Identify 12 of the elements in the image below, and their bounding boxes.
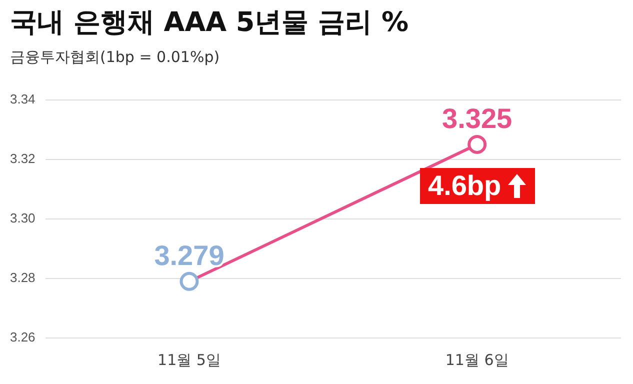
x-tick-label: 11월 6일 [445,350,509,369]
annotation: 4.6bp [428,170,502,202]
x-tick-label: 11월 5일 [158,350,221,369]
chart-subtitle: 금융투자협회(1bp = 0.01%p) [10,48,220,67]
y-tick-label: 3.30 [10,210,36,226]
chart-title: 국내 은행채 AAA 5년물 금리 % [10,6,409,40]
data-label: 3.279 [154,240,224,272]
y-tick-label: 3.34 [10,91,36,106]
y-tick-label: 3.26 [10,330,36,345]
y-tick-label: 3.32 [10,150,36,166]
y-tick-label: 3.28 [10,270,36,286]
data-label: 3.325 [442,103,512,134]
